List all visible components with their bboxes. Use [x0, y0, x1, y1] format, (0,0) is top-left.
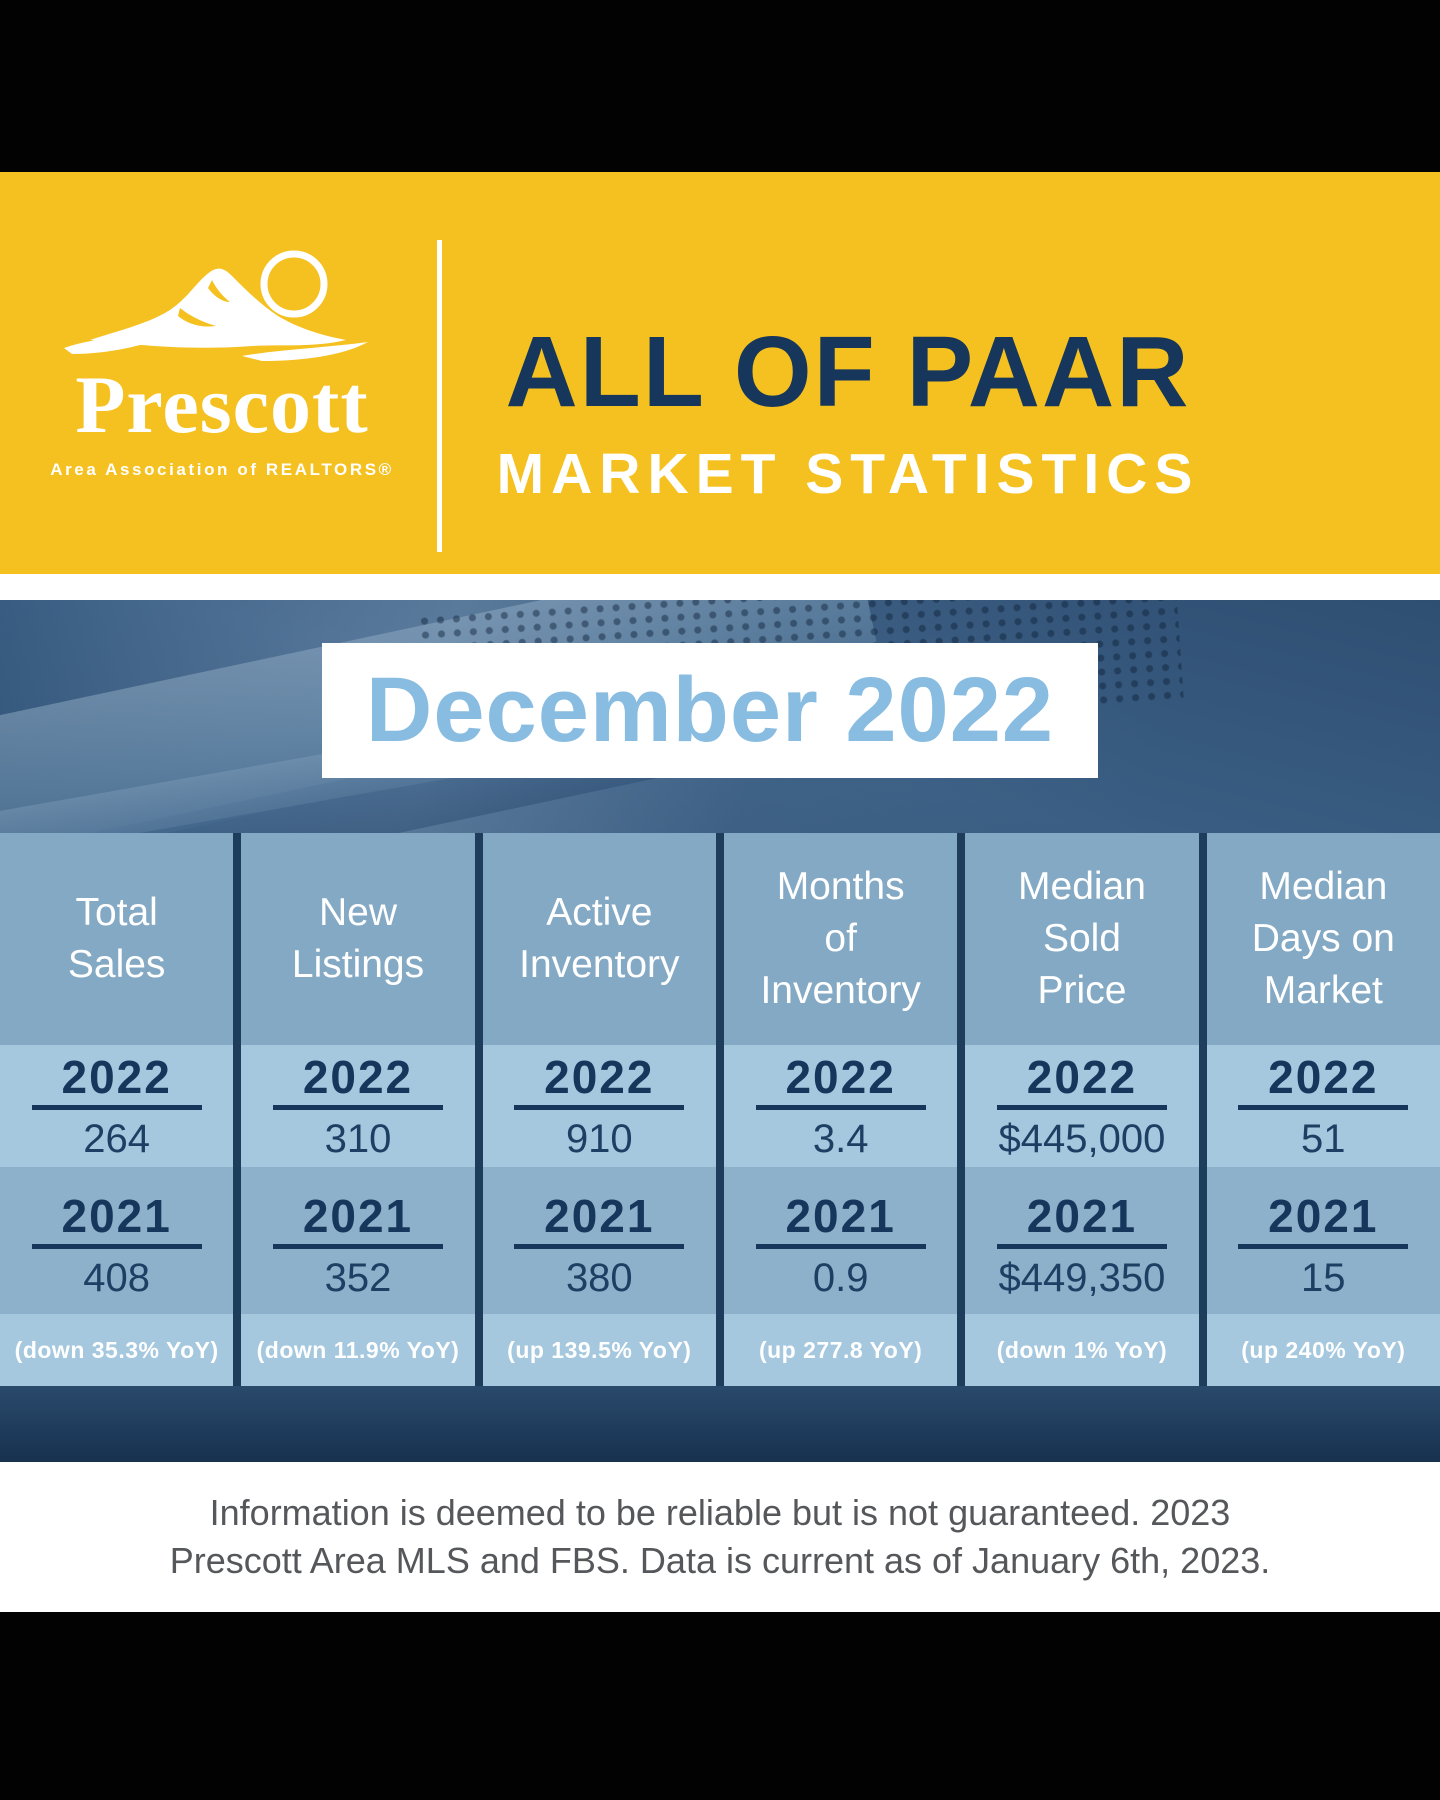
stat-row-2022: 2022 3.4: [723, 1045, 958, 1167]
year-label: 2022: [302, 1051, 414, 1103]
year-underline: [272, 1244, 443, 1249]
stat-column-total-sales: Total Sales 2022 264 2021 408 (down 35.3…: [0, 833, 234, 1386]
yoy-badge: (down 1% YoY): [965, 1314, 1199, 1386]
year-label: 2022: [785, 1051, 896, 1103]
year-label: 2021: [61, 1190, 172, 1242]
stat-row-2022: 2022 264: [0, 1045, 234, 1167]
stat-column-median-sold-price: Median Sold Price 2022 $445,000 2021 $44…: [965, 833, 1199, 1386]
year-label: 2022: [61, 1051, 172, 1103]
stat-row-2022: 2022 51: [1206, 1045, 1440, 1167]
stat-row-2022: 2022 910: [482, 1045, 716, 1167]
period-banner: December 2022: [322, 643, 1098, 778]
stat-value-2022: 3.4: [812, 1117, 869, 1161]
stat-row-2022: 2022 $445,000: [965, 1045, 1199, 1167]
stat-column-months-of-inventory: Months of Inventory 2022 3.4 2021 0.9 (u…: [723, 833, 958, 1386]
stat-row-2021: 2021 408: [0, 1167, 234, 1314]
photo-background-section: December 2022 Total Sales 2022 264 2021 …: [0, 600, 1440, 1462]
stat-value-2022: $445,000: [998, 1117, 1166, 1161]
year-label: 2022: [1026, 1051, 1138, 1103]
stat-value-2021: 15: [1301, 1256, 1346, 1300]
yoy-badge: (up 277.8 YoY): [723, 1314, 958, 1386]
yoy-badge: (down 35.3% YoY): [0, 1314, 234, 1386]
stat-value-2021: 380: [565, 1256, 633, 1300]
stat-column-header: Months of Inventory: [723, 833, 958, 1045]
stat-column-header: New Listings: [241, 833, 475, 1045]
year-underline: [514, 1105, 685, 1110]
year-label: 2021: [302, 1190, 414, 1242]
prescott-logo-tagline: Area Association of REALTORS®: [50, 460, 394, 479]
stat-column-header: Median Sold Price: [965, 833, 1199, 1045]
stat-value-2021: $449,350: [998, 1256, 1166, 1300]
year-underline: [996, 1244, 1167, 1249]
stat-row-2021: 2021 380: [482, 1167, 716, 1314]
top-letterbox-bar: [0, 0, 1440, 172]
prescott-logo: Prescott Area Association of REALTORS®: [50, 236, 394, 480]
year-label: 2021: [544, 1190, 655, 1242]
divider-strip: [0, 574, 1440, 600]
stat-row-2021: 2021 0.9: [723, 1167, 958, 1314]
year-underline: [996, 1105, 1167, 1110]
year-label: 2022: [1268, 1051, 1379, 1103]
bottom-letterbox-bar: [0, 1612, 1440, 1800]
stat-value-2022: 910: [565, 1117, 633, 1161]
year-label: 2021: [785, 1190, 896, 1242]
year-underline: [31, 1105, 202, 1110]
year-label: 2021: [1026, 1190, 1138, 1242]
stat-column-header: Active Inventory: [482, 833, 716, 1045]
year-underline: [31, 1244, 202, 1249]
period-title: December 2022: [365, 659, 1055, 761]
year-label: 2021: [1268, 1190, 1379, 1242]
stat-row-2021: 2021 $449,350: [965, 1167, 1199, 1314]
footer: Information is deemed to be reliable but…: [0, 1462, 1440, 1612]
stats-table: Total Sales 2022 264 2021 408 (down 35.3…: [0, 833, 1440, 1386]
yoy-badge: (up 139.5% YoY): [482, 1314, 716, 1386]
year-label: 2022: [544, 1051, 655, 1103]
yoy-badge: (down 11.9% YoY): [241, 1314, 475, 1386]
stat-row-2021: 2021 15: [1206, 1167, 1440, 1314]
stat-value-2021: 408: [83, 1256, 151, 1300]
year-underline: [1238, 1244, 1409, 1249]
year-underline: [272, 1105, 443, 1110]
mountain-sun-logo-icon: [64, 250, 368, 361]
stat-row-2022: 2022 310: [241, 1045, 475, 1167]
year-underline: [755, 1105, 926, 1110]
header-divider: [437, 240, 442, 552]
stat-value-2021: 352: [324, 1256, 392, 1300]
photo-bottom-shadow: [0, 1386, 1440, 1462]
header-band: Prescott Area Association of REALTORS® A…: [0, 172, 1440, 574]
stat-column-median-days-on-market: Median Days on Market 2022 51 2021 15 (u…: [1206, 833, 1440, 1386]
main-title: ALL OF PAAR: [505, 316, 1191, 428]
stat-column-new-listings: New Listings 2022 310 2021 352 (down 11.…: [241, 833, 475, 1386]
title-block: ALL OF PAAR MARKET STATISTICS: [458, 322, 1238, 503]
stat-row-2021: 2021 352: [241, 1167, 475, 1314]
stat-value-2022: 51: [1301, 1117, 1346, 1161]
year-underline: [514, 1244, 685, 1249]
stat-value-2022: 264: [83, 1117, 151, 1161]
footer-disclaimer: Information is deemed to be reliable but…: [169, 1492, 1271, 1581]
subtitle: MARKET STATISTICS: [496, 442, 1200, 506]
stat-value-2022: 310: [324, 1117, 392, 1161]
yoy-badge: (up 240% YoY): [1206, 1314, 1440, 1386]
stat-column-active-inventory: Active Inventory 2022 910 2021 380 (up 1…: [482, 833, 716, 1386]
prescott-logo-name: Prescott: [75, 359, 369, 450]
year-underline: [755, 1244, 926, 1249]
year-underline: [1238, 1105, 1409, 1110]
stat-column-header: Total Sales: [0, 833, 234, 1045]
stat-column-header: Median Days on Market: [1206, 833, 1440, 1045]
stat-value-2021: 0.9: [812, 1256, 869, 1300]
